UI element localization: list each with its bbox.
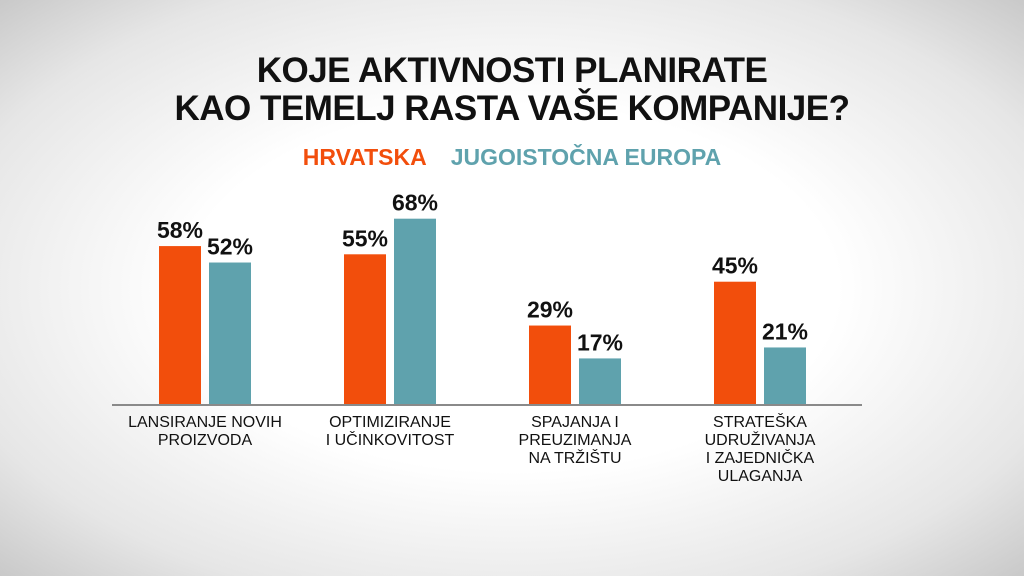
x-tick-label: STRATEŠKA UDRUŽIVANJA I ZAJEDNIČKA ULAGA… (704, 414, 816, 485)
chart-title: KOJE AKTIVNOSTI PLANIRATE KAO TEMELJ RAS… (174, 51, 850, 128)
value-label: 58% (157, 217, 203, 243)
value-label: 68% (392, 190, 438, 216)
bar (714, 281, 756, 405)
legend: HRVATSKA JUGOISTOČNA EUROPA (0, 144, 1024, 171)
value-label: 21% (762, 318, 808, 344)
bar (159, 246, 201, 405)
bar (529, 325, 571, 405)
x-tick-label: OPTIMIZIRANJE I UČINKOVITOST (325, 414, 455, 449)
x-tick-label: SPAJANJA I PREUZIMANJA NA TRŽIŠTU (518, 414, 632, 467)
bar (344, 254, 386, 405)
value-label: 45% (712, 253, 758, 279)
value-label: 17% (577, 329, 623, 355)
x-tick-label: LANSIRANJE NOVIH PROIZVODA (128, 414, 282, 449)
value-label: 52% (207, 234, 253, 260)
bar (394, 218, 436, 405)
value-label: 55% (342, 225, 388, 251)
bar (764, 347, 806, 405)
bar (579, 358, 621, 405)
legend-entry: HRVATSKA (302, 144, 427, 170)
value-label: 29% (527, 297, 573, 323)
bar (209, 262, 251, 405)
legend-entry: JUGOISTOČNA EUROPA (450, 144, 722, 170)
